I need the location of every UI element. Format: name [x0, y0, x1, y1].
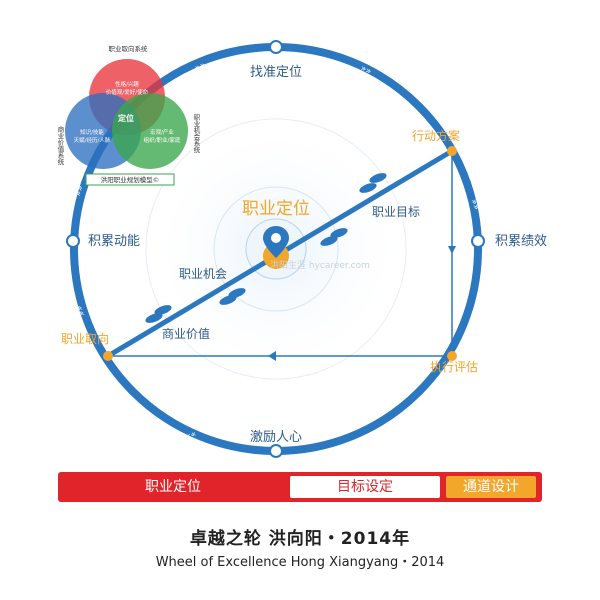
- center-label: 职业定位: [242, 199, 310, 219]
- label-action-plan: 行动方案: [412, 128, 460, 143]
- svg-text:»»: »»: [184, 428, 198, 441]
- watermark-text: 洪阳生涯 hycareer.com: [270, 259, 370, 271]
- label-career-goal: 职业目标: [372, 205, 420, 219]
- node-action-plan: [447, 146, 457, 156]
- down-arrow-icon: [448, 246, 456, 254]
- label-career-orientation: 职业取向: [61, 331, 109, 346]
- venn-green-text-1: 宏观/产业: [150, 128, 174, 136]
- venn-green-text-2: 组织/职业/家庭: [144, 136, 181, 144]
- label-bottom: 激励人心: [250, 430, 302, 445]
- stage-positioning: 职业定位: [145, 479, 201, 495]
- venn-blue-text-2: 天赋/经历/人脉: [74, 136, 111, 144]
- node-execution: [447, 351, 457, 361]
- stage-channel-design: 通道设计: [446, 476, 536, 498]
- venn-caption-box: [85, 173, 175, 186]
- venn-diagram: 职业取向系统 性格/兴趣 价值观/爱好/使命 知识/技能 天赋/经历/人脉 宏观…: [65, 44, 188, 186]
- venn-red-text-2: 价值观/爱好/使命: [106, 88, 149, 96]
- venn-title-left-text: 商业价值系统: [56, 125, 64, 167]
- wheel-of-excellence-diagram: »» »» »» »» »» »» »» »» 洪阳生涯 hycareer.co…: [56, 40, 547, 458]
- svg-text:»»: »»: [468, 198, 481, 212]
- label-execution-evaluation: 执行评估: [430, 360, 478, 374]
- footprints-icon: [145, 173, 387, 323]
- svg-text:»»: »»: [193, 60, 207, 73]
- venn-title-top: 职业取向系统: [109, 44, 149, 53]
- svg-text:»»: »»: [107, 384, 122, 399]
- venn-title-right: 职业机会系统: [192, 114, 200, 155]
- label-left: 积累动能: [88, 234, 140, 249]
- svg-text:»»: »»: [359, 64, 373, 78]
- inner-ring-middle: [213, 186, 339, 312]
- footer-title-cn: 卓越之轮 洪向阳・2014年: [189, 529, 411, 549]
- venn-title-left: 商业价值系统: [56, 125, 64, 167]
- node-right: [471, 234, 485, 248]
- node-orientation: [103, 351, 113, 361]
- node-top: [269, 40, 283, 54]
- venn-red-text-1: 性格/兴趣: [115, 80, 139, 88]
- node-left: [66, 234, 80, 248]
- label-business-value: 商业价值: [162, 326, 210, 341]
- venn-caption: 洪阳职业规划模型©: [101, 175, 160, 184]
- footer-title-en: Wheel of Excellence Hong Xiangyang・2014: [155, 555, 445, 570]
- venn-circle-green: [112, 93, 188, 169]
- venn-title-right-text: 职业机会系统: [192, 114, 200, 155]
- stage-bar: 职业定位 目标设定 通道设计: [58, 472, 542, 502]
- svg-text:»»: »»: [75, 304, 88, 318]
- venn-center-text: 定位: [117, 113, 134, 123]
- label-top: 找准定位: [250, 65, 302, 80]
- label-right: 积累绩效: [495, 234, 547, 249]
- left-arrow-icon: [268, 351, 276, 361]
- stage-goal-setting: 目标设定: [290, 476, 440, 498]
- label-career-opportunity: 职业机会: [179, 267, 227, 281]
- node-bottom: [269, 444, 283, 458]
- svg-text:»»: »»: [73, 184, 86, 198]
- venn-blue-text-1: 知识/技能: [80, 128, 104, 136]
- location-pin-icon: [263, 226, 289, 269]
